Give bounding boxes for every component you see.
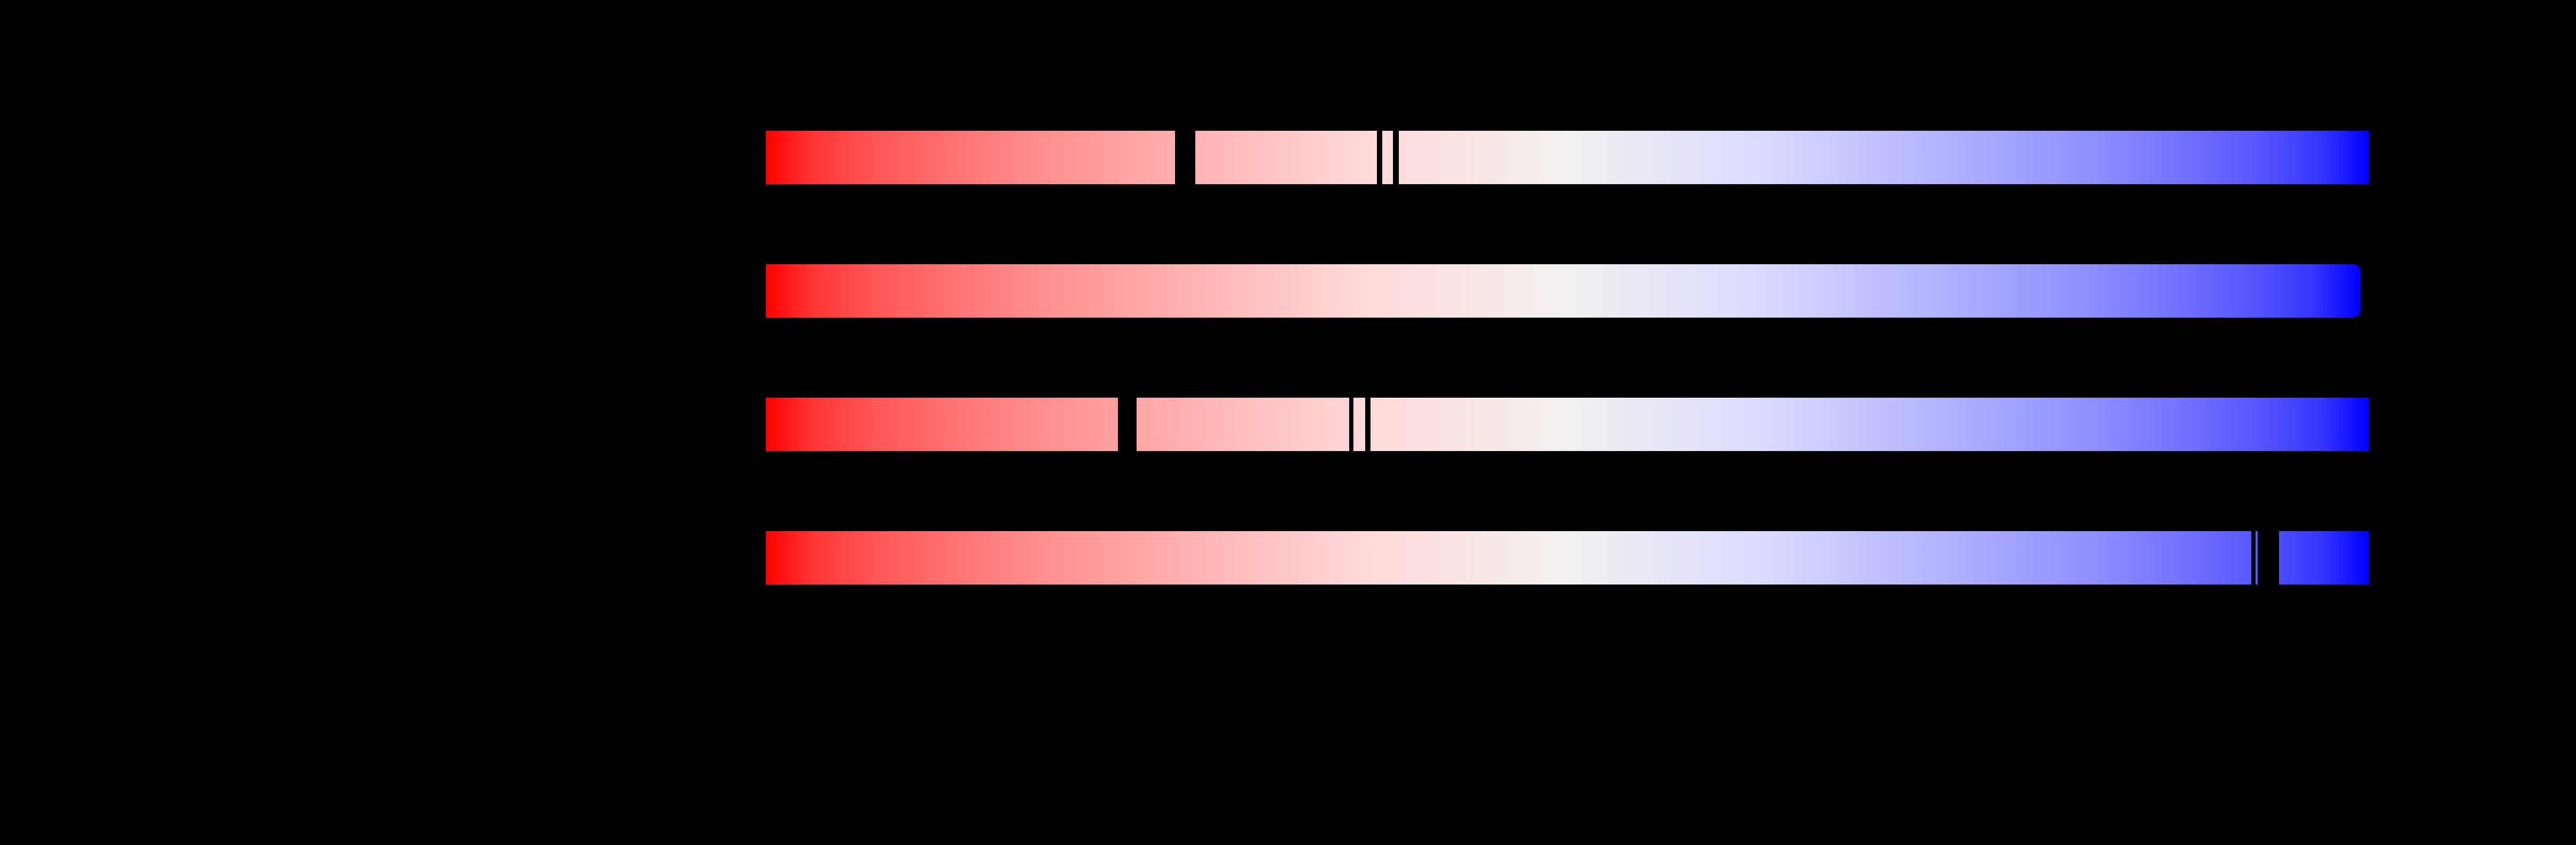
gradient-bar-1 — [766, 131, 2369, 184]
gap-tick — [2258, 531, 2279, 585]
gap-tick — [1393, 131, 1399, 184]
gap-tick — [1349, 398, 1353, 451]
gap-tick — [1365, 398, 1371, 451]
gap-tick — [2251, 531, 2256, 585]
gap-tick — [1118, 398, 1137, 451]
gap-tick — [1377, 131, 1382, 184]
gradient-bar-4 — [766, 531, 2369, 585]
gradient-bar-2 — [766, 264, 2360, 318]
gap-tick — [1175, 131, 1195, 184]
gradient-bar-3 — [766, 398, 2369, 451]
